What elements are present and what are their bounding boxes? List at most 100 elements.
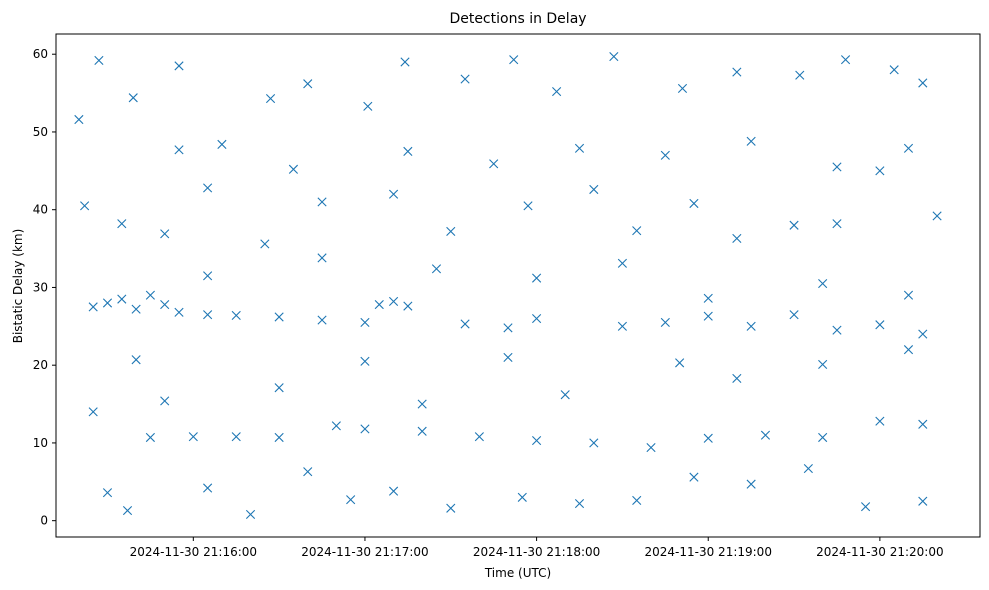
data-point	[918, 78, 928, 88]
data-point	[117, 219, 127, 229]
data-point	[840, 55, 851, 65]
data-point	[532, 436, 542, 446]
y-tick-label: 10	[33, 436, 48, 450]
data-point	[388, 296, 399, 307]
data-point	[122, 505, 133, 516]
data-point	[88, 302, 98, 312]
data-point	[795, 70, 805, 80]
data-point	[102, 488, 113, 498]
data-point	[474, 432, 484, 442]
data-point	[117, 294, 127, 304]
data-point	[646, 443, 656, 453]
data-point	[689, 198, 699, 209]
data-point	[288, 164, 299, 174]
x-tick-label: 2024-11-30 21:18:00	[473, 545, 600, 559]
data-point	[675, 358, 685, 368]
chart-title: Detections in Delay	[449, 11, 586, 27]
data-point	[503, 352, 513, 363]
data-point	[128, 93, 138, 103]
data-point	[889, 65, 899, 75]
data-point	[689, 472, 699, 482]
data-point	[818, 432, 828, 443]
data-point	[746, 321, 756, 331]
data-point	[832, 325, 842, 335]
data-point	[174, 145, 184, 155]
data-point	[574, 498, 585, 509]
data-point	[317, 315, 327, 325]
data-point	[509, 55, 519, 65]
data-point	[360, 424, 370, 434]
data-point	[403, 301, 413, 311]
data-point	[217, 139, 227, 149]
data-point	[400, 57, 410, 67]
y-axis: 0 10 20 30 40 50 60	[33, 47, 56, 528]
x-axis: 2024-11-30 21:16:00 2024-11-30 21:17:00 20…	[130, 537, 944, 559]
data-point	[875, 320, 885, 330]
data-point	[74, 114, 84, 125]
data-point	[918, 496, 928, 506]
x-tick-label: 2024-11-30 21:17:00	[301, 545, 428, 559]
data-point	[703, 293, 713, 303]
data-point	[346, 495, 356, 505]
data-point	[523, 201, 533, 211]
x-tick-label: 2024-11-30 21:19:00	[645, 545, 772, 559]
data-point	[231, 310, 241, 321]
data-point	[174, 307, 184, 317]
data-point	[160, 396, 170, 406]
data-point	[903, 143, 914, 153]
data-point	[589, 438, 599, 448]
data-point	[174, 61, 184, 71]
x-tick-label: 2024-11-30 21:16:00	[130, 545, 257, 559]
data-point	[145, 290, 155, 300]
data-point	[589, 184, 599, 195]
data-point	[203, 183, 213, 193]
data-point	[260, 239, 270, 249]
data-point	[918, 329, 928, 339]
data-point	[231, 432, 241, 442]
data-point	[274, 312, 284, 322]
data-point	[903, 345, 914, 355]
data-point	[789, 310, 799, 320]
data-point	[860, 502, 871, 512]
data-point	[832, 219, 842, 229]
data-point	[803, 463, 813, 474]
data-point	[875, 416, 885, 426]
data-point	[446, 503, 456, 513]
data-point	[80, 201, 90, 211]
data-point	[617, 258, 628, 268]
data-point	[552, 86, 562, 97]
y-tick-label: 50	[33, 125, 48, 139]
data-point	[145, 432, 155, 443]
data-point	[265, 93, 276, 104]
data-point	[818, 278, 828, 289]
data-point	[460, 319, 470, 329]
data-point	[818, 359, 828, 369]
data-points	[74, 51, 942, 520]
data-point	[94, 55, 104, 66]
data-point	[918, 419, 928, 429]
data-point	[903, 290, 914, 300]
data-point	[317, 253, 327, 263]
data-point	[609, 51, 619, 62]
data-point	[360, 356, 370, 366]
data-point	[317, 197, 327, 207]
data-point	[188, 432, 198, 442]
y-tick-label: 40	[33, 203, 48, 217]
data-point	[760, 430, 771, 440]
y-tick-label: 60	[33, 47, 48, 61]
y-tick-label: 0	[40, 514, 48, 528]
data-point	[732, 373, 742, 383]
data-point	[203, 483, 213, 493]
data-point	[303, 79, 313, 89]
data-point	[274, 432, 284, 443]
data-point	[374, 299, 384, 310]
data-point	[832, 162, 842, 172]
y-tick-label: 20	[33, 358, 48, 372]
x-axis-label: Time (UTC)	[484, 566, 551, 580]
data-point	[517, 492, 527, 502]
data-point	[360, 317, 370, 328]
data-point	[160, 299, 170, 310]
data-point	[560, 390, 570, 400]
plot-frame	[55, 33, 981, 538]
